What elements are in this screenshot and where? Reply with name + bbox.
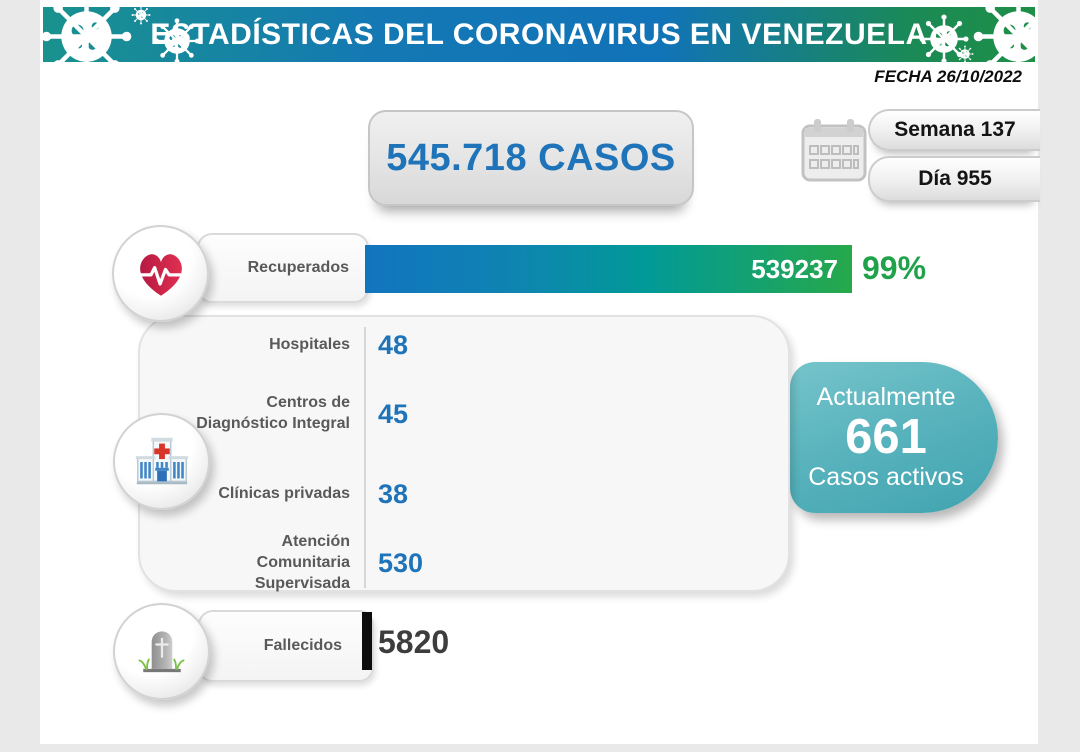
facility-value: 48 bbox=[378, 329, 409, 360]
facility-label: Atención Comunitaria Supervisada bbox=[254, 533, 350, 592]
facilities-table: Hospitales 48 Centros de Diagnóstico Int… bbox=[140, 317, 788, 592]
total-cases-value: 545.718 CASOS bbox=[386, 136, 676, 179]
facility-value: 530 bbox=[378, 548, 424, 578]
deaths-label: Fallecidos bbox=[263, 637, 342, 654]
recovered-icon-circle bbox=[112, 225, 209, 322]
active-cases-title: Actualmente bbox=[816, 382, 956, 411]
page-title: ESTADÍSTICAS DEL CORONAVIRUS EN VENEZUEL… bbox=[150, 18, 928, 51]
facility-label: Centros de Diagnóstico Integral bbox=[196, 394, 350, 432]
deaths-value: 5820 bbox=[378, 624, 450, 660]
facilities-divider bbox=[364, 327, 366, 588]
active-cases-box: Actualmente 661 Casos activos bbox=[790, 362, 998, 513]
deaths-bar bbox=[362, 612, 372, 670]
recovered-label: Recuperados bbox=[247, 259, 349, 276]
deaths-icon-circle bbox=[113, 603, 210, 700]
date-label: FECHA 26/10/2022 bbox=[874, 67, 1022, 86]
tombstone-icon bbox=[132, 622, 192, 682]
hospital-icon bbox=[131, 431, 193, 493]
calendar-icon bbox=[800, 116, 868, 184]
heart-ecg-icon bbox=[132, 245, 190, 303]
hospital-icon-circle bbox=[113, 413, 210, 510]
day-badge: Día 955 bbox=[868, 156, 1040, 202]
facility-value: 38 bbox=[378, 478, 409, 509]
active-cases-value: 661 bbox=[845, 409, 927, 464]
facility-label: Hospitales bbox=[269, 335, 350, 353]
recovered-bar: 539237 bbox=[365, 245, 852, 293]
deaths-label-box: Fallecidos bbox=[198, 610, 374, 682]
recovered-value: 539237 bbox=[751, 253, 838, 284]
recovered-label-box: Recuperados bbox=[197, 233, 369, 303]
facility-value: 45 bbox=[378, 398, 409, 429]
header-banner: ESTADÍSTICAS DEL CORONAVIRUS EN VENEZUEL… bbox=[43, 7, 1035, 62]
total-cases-box: 545.718 CASOS bbox=[368, 110, 694, 206]
infographic-sheet: ESTADÍSTICAS DEL CORONAVIRUS EN VENEZUEL… bbox=[40, 0, 1040, 744]
week-badge: Semana 137 bbox=[868, 109, 1040, 151]
facilities-box: Hospitales 48 Centros de Diagnóstico Int… bbox=[138, 315, 790, 592]
facility-label: Clínicas privadas bbox=[218, 484, 350, 502]
recovered-percent: 99% bbox=[862, 250, 927, 286]
active-cases-subtitle: Casos activos bbox=[808, 463, 964, 492]
